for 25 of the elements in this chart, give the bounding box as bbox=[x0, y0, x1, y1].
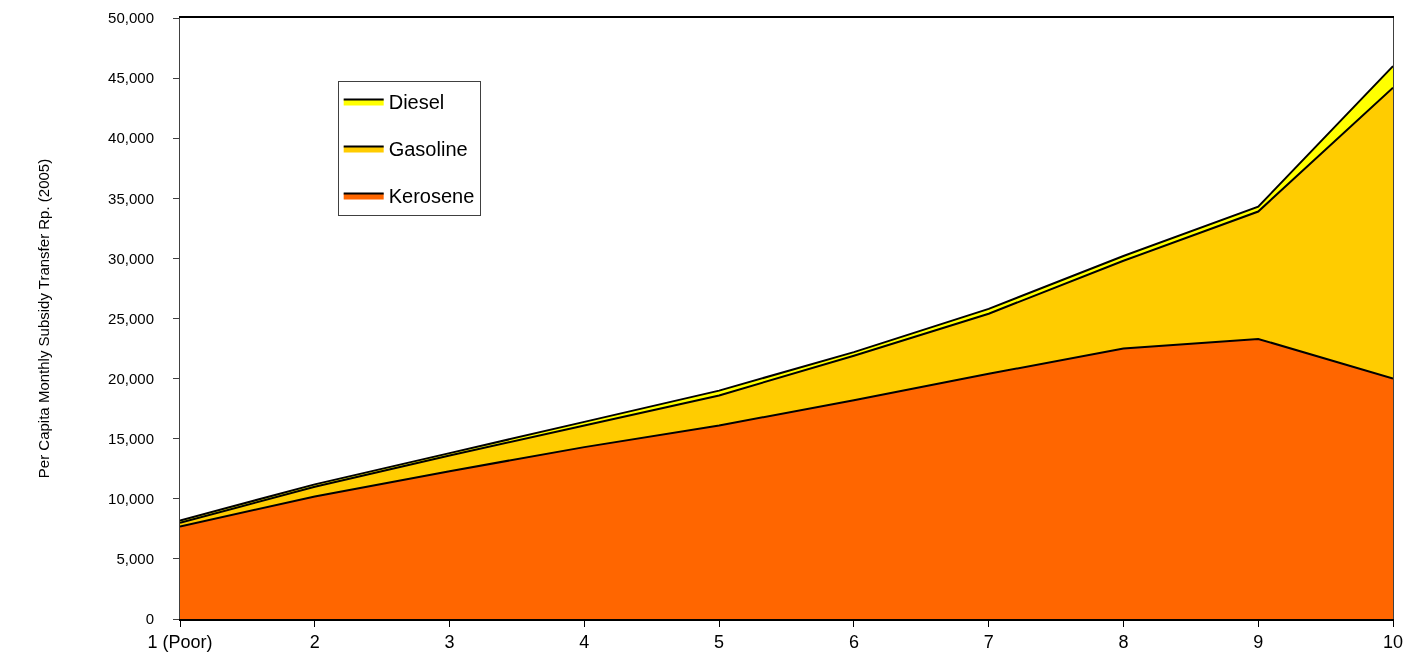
y-tick-label: 35,000 bbox=[108, 189, 154, 207]
legend-label: Kerosene bbox=[388, 185, 475, 208]
x-tick-label: 8 bbox=[1118, 632, 1129, 653]
x-tick-label: 4 bbox=[579, 632, 590, 653]
x-tick-label: 6 bbox=[848, 632, 859, 653]
y-tick-label: 5,000 bbox=[116, 550, 154, 568]
x-tick-label: 9 bbox=[1253, 632, 1264, 653]
y-tick-label: 10,000 bbox=[108, 490, 154, 508]
legend-label: Gasoline bbox=[388, 138, 468, 161]
x-tick-label: 5 bbox=[714, 632, 725, 653]
x-tick-label: 7 bbox=[983, 632, 994, 653]
legend-label: Diesel bbox=[388, 91, 445, 114]
y-tick-label: 0 bbox=[145, 610, 154, 628]
y-tick-label: 20,000 bbox=[108, 369, 154, 387]
y-tick-label: 25,000 bbox=[108, 309, 154, 327]
x-tick-label: 1 (Poor) bbox=[147, 632, 213, 653]
y-tick-label: 50,000 bbox=[108, 9, 154, 27]
x-tick-label: 2 bbox=[309, 632, 320, 653]
x-tick-label: 10 bbox=[1382, 632, 1404, 653]
x-tick-label: 3 bbox=[444, 632, 455, 653]
y-tick-label: 15,000 bbox=[108, 429, 154, 447]
y-tick-label: 45,000 bbox=[108, 69, 154, 87]
y-tick-label: 40,000 bbox=[108, 129, 154, 147]
y-axis-title: Per Capita Monthly Subsidy Transfer Rp. (2005) bbox=[35, 158, 53, 479]
y-tick-label: 30,000 bbox=[108, 249, 154, 267]
